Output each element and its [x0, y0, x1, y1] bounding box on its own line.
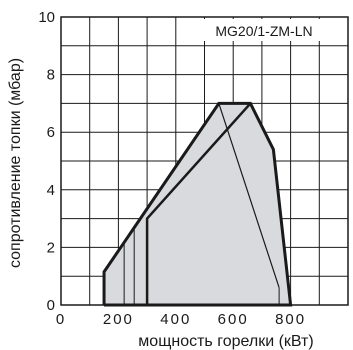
- x-tick-label: 600: [218, 311, 249, 328]
- x-tick-label: 200: [103, 311, 134, 328]
- chart-title: MG20/1-ZM-LN: [215, 23, 312, 39]
- y-tick-labels: 0 2 4 6 8 10: [38, 9, 55, 314]
- y-tick-label: 0: [47, 297, 55, 314]
- x-axis-label: мощность горелки (кВт): [138, 333, 313, 350]
- operating-area: [104, 103, 291, 306]
- x-tick-label: 800: [275, 311, 306, 328]
- chart-fill: [104, 103, 291, 306]
- series-line-thin: [218, 103, 280, 288]
- y-tick-label: 4: [47, 182, 55, 199]
- y-tick-label: 2: [47, 239, 55, 256]
- y-tick-label: 8: [47, 67, 55, 84]
- y-tick-label: 10: [38, 9, 55, 26]
- plot-border: [60, 16, 349, 306]
- x-tick-label: 0: [56, 311, 66, 328]
- chart-frame: [60, 16, 349, 306]
- x-tick-labels: 0 200 400 600 800: [56, 311, 306, 328]
- y-axis-label: сопротивление топки (мбар): [7, 58, 24, 268]
- x-tick-label: 400: [160, 311, 191, 328]
- title-box: [186, 19, 344, 41]
- y-tick-label: 6: [47, 124, 55, 141]
- series-line-inner: [145, 102, 252, 305]
